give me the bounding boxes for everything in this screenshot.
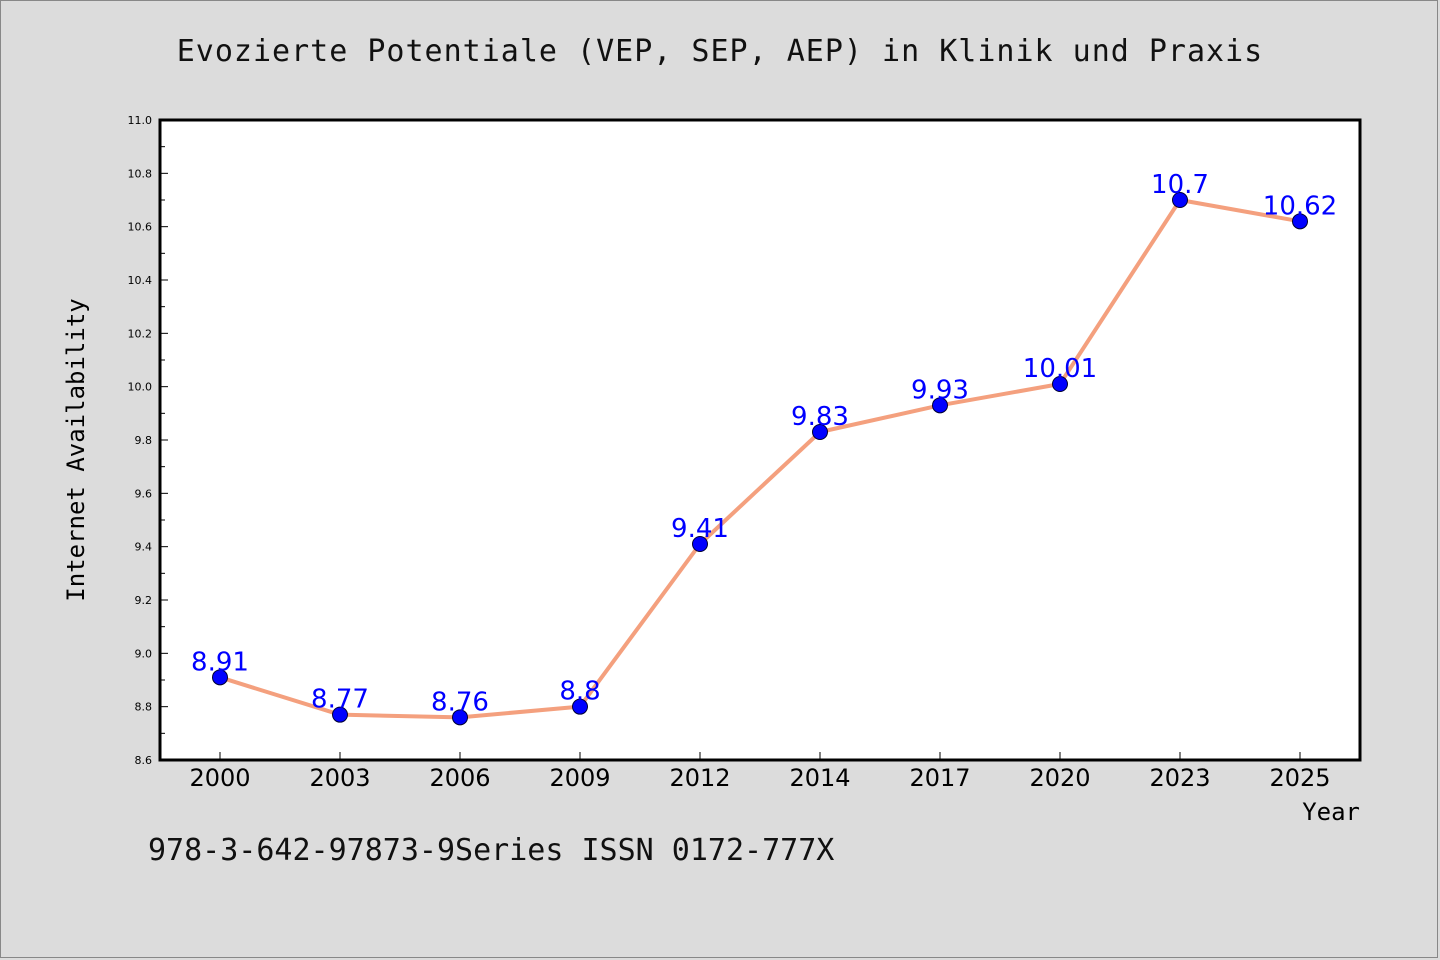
chart-title: Evozierte Potentiale (VEP, SEP, AEP) in … — [176, 34, 1264, 69]
y-tick-label: 9.0 — [135, 647, 153, 660]
y-tick-label: 9.2 — [135, 594, 153, 607]
y-tick-label: 9.4 — [135, 541, 153, 554]
data-point — [1172, 192, 1188, 208]
data-label: 8.76 — [431, 687, 489, 717]
y-tick-label: 8.8 — [135, 701, 153, 714]
x-tick-label: 2023 — [1149, 764, 1210, 792]
data-point — [212, 669, 228, 686]
y-axis-title: Internet Availability — [62, 298, 90, 601]
x-tick-label: 2014 — [789, 764, 850, 792]
data-label: 10.62 — [1263, 191, 1337, 221]
data-label: 9.41 — [671, 514, 729, 544]
x-tick-label: 2000 — [189, 764, 250, 792]
y-tick-label: 9.8 — [135, 434, 153, 447]
data-point — [1292, 213, 1308, 230]
y-tick-label: 9.6 — [135, 487, 153, 500]
x-tick-label: 2009 — [549, 764, 610, 792]
data-label: 8.8 — [559, 677, 600, 707]
series-line — [219, 198, 1301, 720]
x-tick-label: 2006 — [429, 764, 490, 792]
y-tick-label: 10.6 — [128, 221, 153, 234]
plot-frame — [158, 118, 1362, 762]
data-label: 9.83 — [791, 402, 849, 432]
x-tick-label: 2012 — [669, 764, 730, 792]
data-point — [572, 698, 588, 715]
y-tick-label: 10.2 — [128, 327, 153, 340]
x-tick-label: 2017 — [909, 764, 970, 792]
data-point — [452, 709, 468, 726]
y-tick-label: 10.4 — [128, 274, 153, 287]
x-tick-label: 2020 — [1029, 764, 1090, 792]
x-tick-label: 2003 — [309, 764, 370, 792]
y-tick-label: 10.0 — [128, 381, 153, 394]
footer-isbn-text: 978-3-642-97873-9Series ISSN 0172-777X — [148, 833, 835, 868]
y-tick-label: 11.0 — [128, 114, 153, 127]
data-point — [812, 424, 828, 440]
y-tick-label: 10.8 — [128, 167, 153, 180]
y-tick-label: 8.6 — [135, 754, 153, 767]
data-point — [932, 397, 948, 414]
plot-area — [160, 120, 1360, 760]
data-label: 8.77 — [311, 685, 369, 715]
x-tick-label: 2025 — [1269, 764, 1330, 792]
data-label: 10.01 — [1023, 354, 1097, 384]
data-point — [692, 536, 708, 552]
data-label: 9.93 — [911, 375, 969, 405]
data-point — [332, 706, 348, 723]
x-axis-title: Year — [1302, 798, 1360, 826]
data-label: 10.7 — [1151, 170, 1209, 200]
data-label: 8.91 — [191, 647, 249, 677]
data-point — [1052, 376, 1068, 392]
